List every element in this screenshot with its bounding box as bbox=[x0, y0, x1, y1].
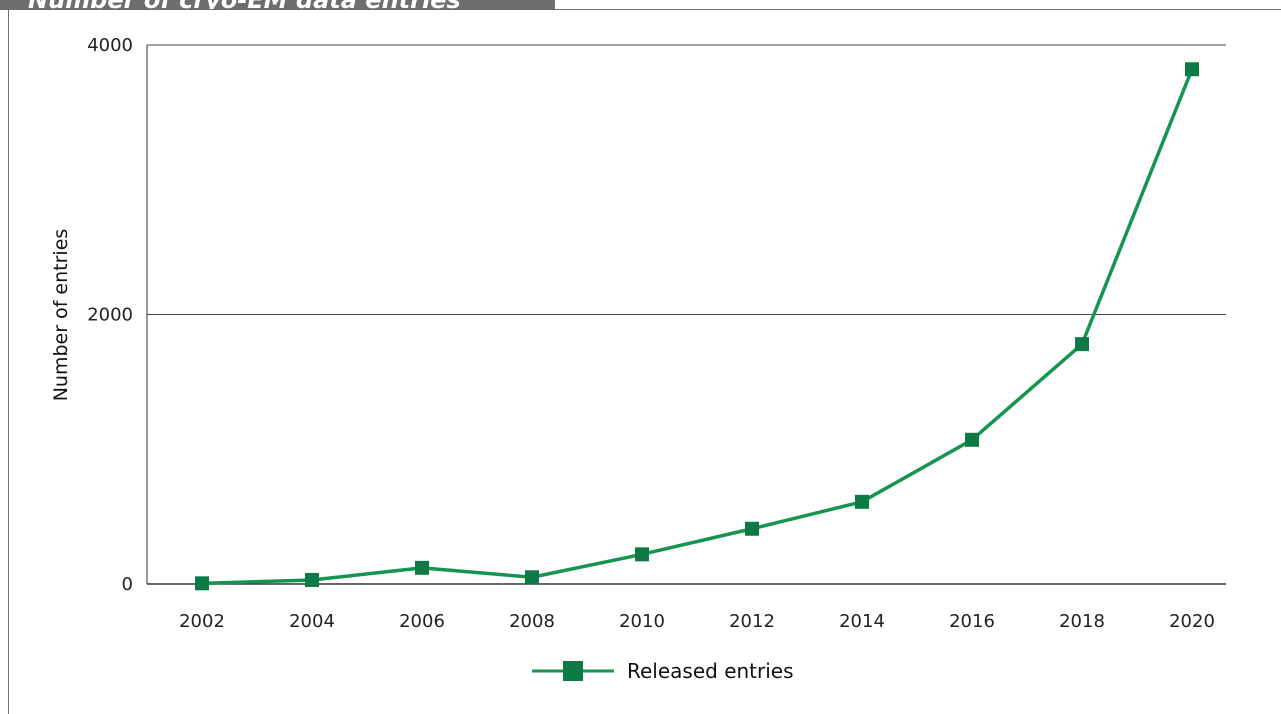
x-tick-label: 2018 bbox=[1059, 611, 1105, 632]
gridlines bbox=[147, 44, 1226, 315]
x-tick-label: 2010 bbox=[619, 611, 665, 632]
y-tick-label: 4000 bbox=[87, 35, 133, 56]
x-tick-label: 2006 bbox=[399, 611, 445, 632]
chart-title-tab: Number of cryo-EM data entries bbox=[0, 0, 555, 10]
data-point-marker bbox=[305, 572, 319, 587]
data-point-marker bbox=[745, 521, 759, 536]
y-axis-label: Number of entries bbox=[50, 229, 72, 402]
legend: Released entries bbox=[532, 659, 794, 683]
data-point-marker bbox=[635, 547, 649, 562]
data-point-marker bbox=[1075, 337, 1089, 352]
legend-marker-swatch bbox=[563, 661, 583, 681]
y-tick-labels: 0 2000 4000 bbox=[87, 35, 133, 595]
data-point-marker bbox=[415, 560, 429, 575]
y-tick-label: 2000 bbox=[87, 305, 133, 326]
x-tick-label: 2014 bbox=[839, 611, 885, 632]
x-tick-label: 2002 bbox=[179, 611, 225, 632]
data-series bbox=[195, 62, 1199, 591]
chart-title: Number of cryo-EM data entries bbox=[28, 0, 461, 10]
data-point-marker bbox=[965, 432, 979, 447]
chart-frame bbox=[8, 9, 1281, 714]
data-point-marker bbox=[195, 576, 209, 591]
data-point-marker bbox=[525, 570, 539, 585]
y-tick-label: 0 bbox=[122, 574, 133, 595]
x-tick-label: 2016 bbox=[949, 611, 995, 632]
x-tick-label: 2004 bbox=[289, 611, 335, 632]
x-tick-label: 2008 bbox=[509, 611, 555, 632]
legend-label: Released entries bbox=[627, 659, 794, 683]
axes bbox=[146, 45, 1226, 585]
x-tick-label: 2020 bbox=[1169, 611, 1215, 632]
x-tick-labels: 2002 2004 2006 2008 2010 2012 2014 2016 2018 2020 bbox=[179, 611, 1215, 632]
x-tick-label: 2012 bbox=[729, 611, 775, 632]
data-point-marker bbox=[1185, 62, 1199, 77]
data-point-marker bbox=[855, 494, 869, 509]
series-line bbox=[201, 68, 1194, 586]
